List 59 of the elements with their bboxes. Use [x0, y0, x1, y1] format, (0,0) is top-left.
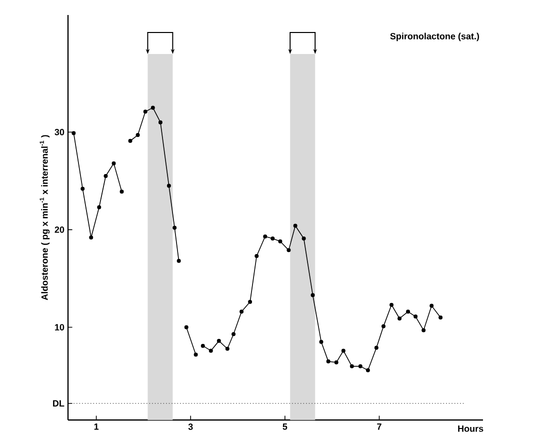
y-axis-title: Aldosterone ( pg x min$^{-1}$ x interrenal$^{-1}$ ) — [40, 135, 50, 300]
point — [326, 359, 330, 364]
point — [136, 133, 140, 138]
point — [341, 348, 346, 353]
point — [358, 364, 362, 368]
point — [398, 316, 402, 320]
point — [150, 106, 155, 110]
point — [350, 364, 354, 368]
y-tick-label: 10 — [55, 324, 64, 330]
point — [240, 310, 244, 314]
x-tick-label: 5 — [282, 424, 288, 430]
point — [310, 293, 315, 298]
point — [216, 338, 221, 343]
point — [80, 186, 85, 191]
point — [438, 316, 443, 320]
y-tick-label: DL — [53, 400, 64, 406]
point — [293, 224, 298, 228]
point — [414, 314, 418, 319]
point — [120, 190, 124, 194]
point — [172, 226, 177, 230]
point — [390, 302, 394, 307]
y-tick-label: 30 — [54, 128, 64, 136]
point — [225, 346, 230, 351]
point — [72, 131, 76, 136]
point — [263, 234, 268, 239]
point — [208, 348, 213, 353]
x-tick-label: 1 — [94, 424, 99, 430]
point — [104, 174, 108, 178]
point — [334, 360, 338, 364]
point — [232, 332, 236, 336]
point — [112, 161, 116, 166]
y-tick-label: 20 — [54, 226, 64, 233]
point — [406, 310, 410, 314]
point — [254, 254, 259, 258]
point — [200, 344, 205, 348]
point — [319, 340, 324, 344]
x-axis-title: Hours — [458, 426, 484, 432]
point — [286, 248, 291, 252]
point — [381, 324, 386, 328]
point — [248, 300, 252, 304]
point — [166, 184, 171, 188]
point — [430, 304, 434, 308]
point — [176, 258, 181, 263]
x-tick-label: 3 — [188, 424, 193, 430]
point — [97, 205, 102, 210]
point — [270, 236, 275, 240]
point — [184, 325, 188, 330]
point — [302, 236, 306, 240]
point — [366, 368, 370, 372]
point — [128, 138, 132, 143]
text: Spironolactone (sat.) — [390, 32, 480, 42]
point — [143, 110, 148, 114]
point — [158, 120, 162, 124]
x-tick-label: 7 — [377, 424, 382, 430]
point — [194, 352, 198, 357]
point — [278, 239, 282, 244]
point — [374, 346, 378, 350]
point — [89, 235, 94, 240]
point — [422, 328, 426, 332]
